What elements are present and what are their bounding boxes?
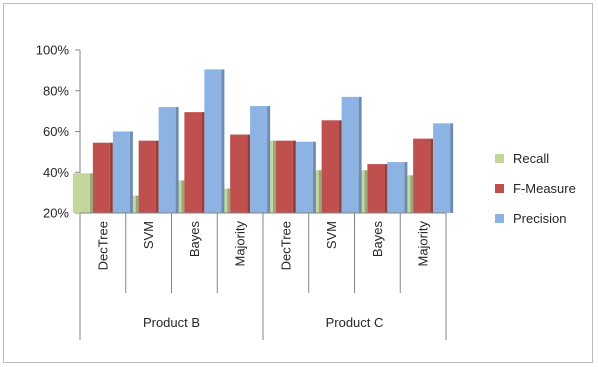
y-tick-label: 80% — [43, 83, 69, 98]
legend-label: Precision — [513, 211, 566, 226]
bar-precision — [295, 141, 313, 213]
category-label: Majority — [233, 221, 248, 267]
group-label: Product B — [143, 315, 200, 330]
y-tick-label: 40% — [43, 165, 69, 180]
bar-precision-side — [312, 141, 316, 213]
bar-f-measure-side — [109, 142, 113, 213]
bar-precision-side — [267, 106, 271, 213]
legend-label: F-Measure — [513, 181, 576, 196]
category-label: SVM — [141, 221, 156, 249]
bar-recall-side — [181, 180, 185, 213]
legend-label: Recall — [513, 151, 549, 166]
bar-precision — [387, 162, 405, 213]
bar-precision-side — [175, 107, 179, 213]
bar-f-measure — [184, 112, 202, 213]
bar-precision-side — [358, 96, 362, 213]
bar-precision-side — [129, 131, 133, 213]
bar-precision — [341, 96, 359, 213]
bar-f-measure — [321, 120, 339, 213]
bar-recall-side — [410, 175, 414, 213]
category-label: DecTree — [278, 221, 293, 270]
bar-recall-side — [364, 170, 368, 213]
legend-swatch — [495, 184, 504, 193]
category-label: SVM — [324, 221, 339, 249]
bar-recall-side — [89, 173, 93, 213]
bar-f-measure — [275, 140, 293, 213]
bar-recall-side — [318, 170, 322, 213]
bar-precision-side — [404, 162, 408, 213]
bar-f-measure — [367, 164, 385, 213]
bar-precision-side — [221, 69, 225, 213]
group-label: Product C — [326, 315, 384, 330]
bar-precision — [204, 69, 222, 213]
bar-f-measure-side — [430, 138, 434, 213]
y-tick-label: 100% — [36, 43, 70, 58]
legend-swatch — [495, 154, 504, 163]
bar-f-measure — [138, 140, 156, 213]
bar-precision — [250, 106, 268, 213]
bar-f-measure-side — [247, 134, 251, 213]
bar-f-measure — [92, 142, 110, 213]
bar-recall — [72, 173, 90, 213]
bar-precision — [112, 131, 130, 213]
bar-f-measure-side — [384, 164, 388, 213]
bar-f-measure-side — [338, 120, 342, 213]
category-label: DecTree — [95, 221, 110, 270]
bar-f-measure — [230, 134, 248, 213]
bar-f-measure-side — [155, 140, 159, 213]
bar-f-measure — [413, 138, 431, 213]
bar-precision — [433, 123, 451, 213]
bar-recall-side — [135, 195, 139, 213]
y-tick-label: 60% — [43, 124, 69, 139]
category-label: Majority — [416, 221, 431, 267]
bar-precision-side — [450, 123, 454, 213]
category-label: Bayes — [370, 221, 385, 258]
bar-recall-side — [227, 188, 231, 213]
bar-precision — [158, 107, 176, 213]
category-label: Bayes — [187, 221, 202, 258]
bar-f-measure-side — [292, 140, 296, 213]
y-tick-label: 20% — [43, 206, 69, 221]
legend-swatch — [495, 214, 504, 223]
bar-recall-side — [272, 140, 276, 213]
bar-f-measure-side — [201, 112, 205, 213]
